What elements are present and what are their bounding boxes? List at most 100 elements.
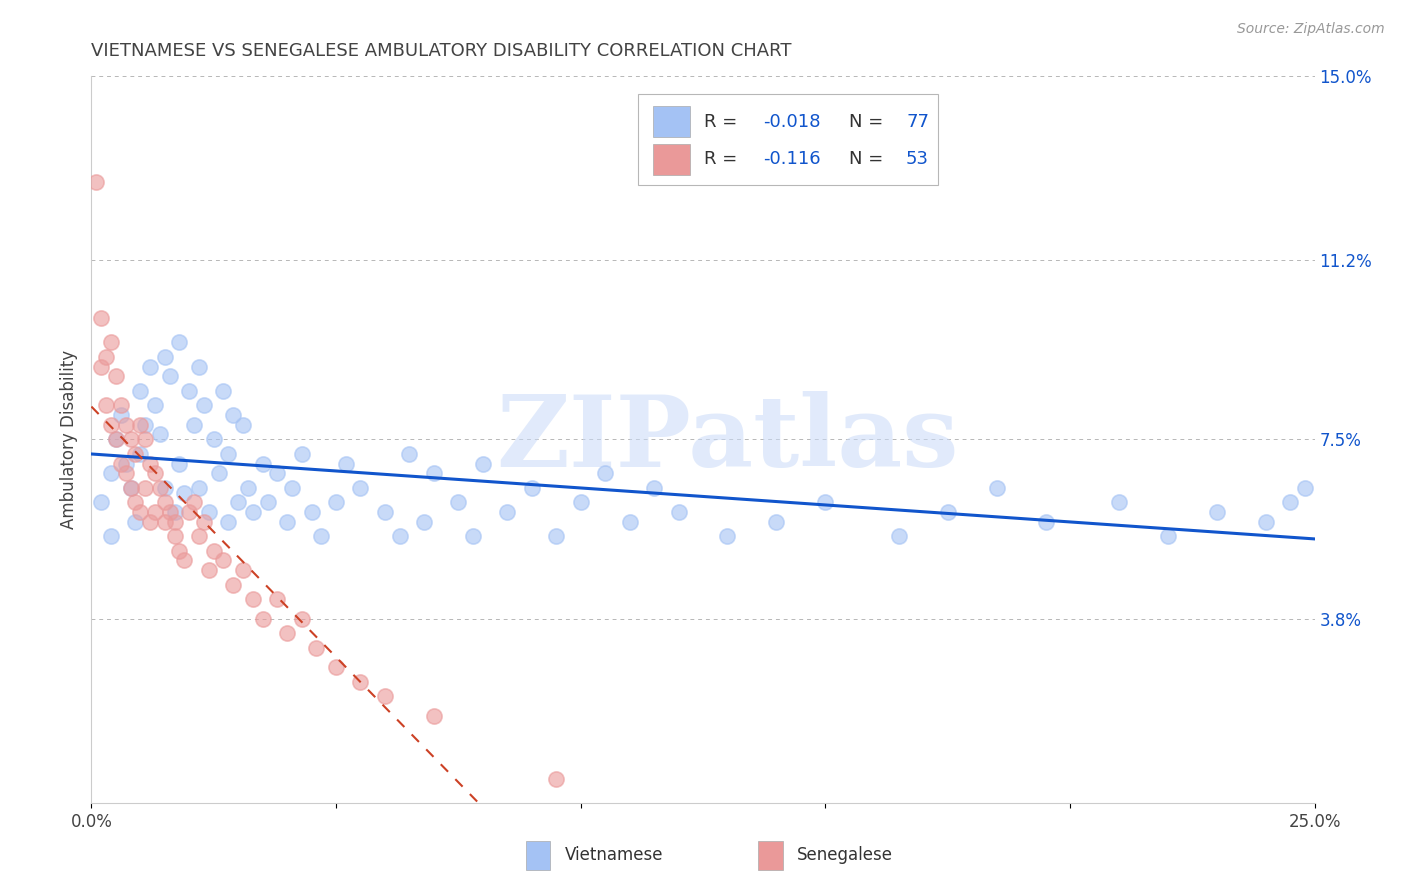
Point — [114, 457, 136, 471]
Point — [668, 505, 690, 519]
Point — [814, 495, 837, 509]
Point — [349, 674, 371, 689]
Point — [129, 417, 152, 432]
Point — [134, 417, 156, 432]
Point — [139, 359, 162, 374]
Point — [90, 359, 112, 374]
Point — [193, 515, 215, 529]
Point — [139, 457, 162, 471]
FancyBboxPatch shape — [758, 840, 783, 870]
Point — [1205, 505, 1227, 519]
Text: -0.018: -0.018 — [763, 112, 821, 130]
Point — [169, 457, 191, 471]
Point — [242, 505, 264, 519]
Text: ZIPatlas: ZIPatlas — [496, 391, 959, 488]
Point — [202, 543, 225, 558]
Point — [90, 495, 112, 509]
Text: R =: R = — [704, 112, 744, 130]
Point — [936, 505, 959, 519]
Point — [986, 481, 1008, 495]
Point — [765, 515, 787, 529]
Point — [198, 563, 221, 577]
Point — [153, 495, 176, 509]
Point — [236, 481, 259, 495]
Point — [120, 481, 142, 495]
Point — [139, 515, 162, 529]
Point — [349, 481, 371, 495]
Point — [134, 481, 156, 495]
Point — [291, 612, 314, 626]
Point — [188, 529, 211, 543]
Point — [1279, 495, 1302, 509]
Point — [1035, 515, 1057, 529]
Point — [110, 398, 132, 412]
Point — [173, 485, 195, 500]
Point — [252, 612, 274, 626]
Point — [593, 467, 616, 481]
Point — [266, 592, 288, 607]
Point — [546, 529, 568, 543]
Point — [887, 529, 910, 543]
Point — [163, 515, 186, 529]
Point — [305, 640, 328, 655]
Point — [94, 350, 117, 364]
Text: -0.116: -0.116 — [763, 151, 821, 169]
Text: N =: N = — [849, 112, 889, 130]
Point — [471, 457, 494, 471]
Point — [120, 432, 142, 446]
Point — [217, 515, 239, 529]
Point — [276, 515, 298, 529]
Point — [325, 495, 347, 509]
Point — [423, 708, 446, 723]
Point — [276, 626, 298, 640]
Point — [153, 515, 176, 529]
Point — [569, 495, 592, 509]
Point — [252, 457, 274, 471]
Point — [179, 505, 201, 519]
Point — [325, 660, 347, 674]
Text: Vietnamese: Vietnamese — [565, 847, 664, 864]
Point — [232, 563, 254, 577]
Point — [188, 359, 211, 374]
Point — [226, 495, 249, 509]
Point — [183, 495, 205, 509]
FancyBboxPatch shape — [652, 106, 689, 136]
Text: R =: R = — [704, 151, 744, 169]
Point — [335, 457, 357, 471]
Point — [90, 311, 112, 326]
Point — [1157, 529, 1180, 543]
Point — [124, 447, 146, 461]
Point — [207, 467, 229, 481]
Point — [104, 432, 127, 446]
Point — [94, 398, 117, 412]
Point — [193, 398, 215, 412]
Point — [159, 505, 181, 519]
Text: Source: ZipAtlas.com: Source: ZipAtlas.com — [1237, 22, 1385, 37]
Point — [153, 350, 176, 364]
Point — [84, 176, 107, 190]
FancyBboxPatch shape — [526, 840, 550, 870]
Point — [1254, 515, 1277, 529]
Point — [281, 481, 304, 495]
Point — [169, 335, 191, 350]
Point — [163, 505, 186, 519]
Point — [143, 505, 166, 519]
Point — [619, 515, 641, 529]
Text: 53: 53 — [905, 151, 929, 169]
Point — [114, 467, 136, 481]
Point — [100, 335, 122, 350]
Point — [496, 505, 519, 519]
Point — [374, 505, 396, 519]
Point — [716, 529, 738, 543]
Point — [398, 447, 420, 461]
Point — [266, 467, 288, 481]
Point — [129, 505, 152, 519]
Point — [159, 369, 181, 384]
Point — [242, 592, 264, 607]
FancyBboxPatch shape — [638, 94, 938, 185]
Point — [311, 529, 333, 543]
Point — [388, 529, 411, 543]
Point — [212, 384, 235, 398]
Point — [129, 447, 152, 461]
Point — [120, 481, 142, 495]
